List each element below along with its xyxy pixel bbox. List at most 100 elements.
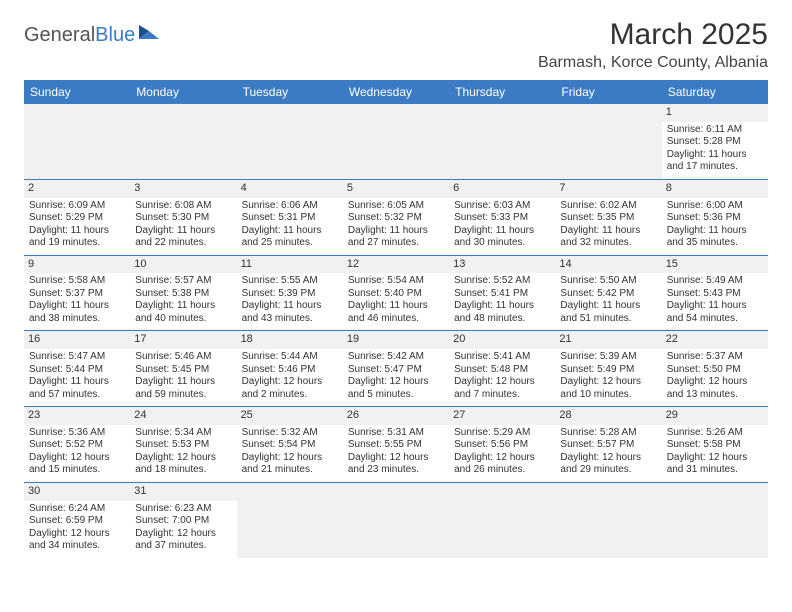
sunset-text: Sunset: 5:33 PM [454,212,550,225]
daylight-text: Daylight: 11 hours and 19 minutes. [29,225,125,250]
weekday-header: Monday [130,80,236,104]
day-cell: 18Sunrise: 5:44 AMSunset: 5:46 PMDayligh… [237,331,343,407]
day-cell: 28Sunrise: 5:28 AMSunset: 5:57 PMDayligh… [555,407,661,483]
daylight-text: Daylight: 12 hours and 34 minutes. [29,528,125,553]
day-number: 15 [662,256,768,274]
sunset-text: Sunset: 5:28 PM [667,136,763,149]
week-row: 1Sunrise: 6:11 AMSunset: 5:28 PMDaylight… [24,104,768,179]
sunrise-text: Sunrise: 5:52 AM [454,275,550,288]
sunset-text: Sunset: 5:35 PM [560,212,656,225]
day-cell: 14Sunrise: 5:50 AMSunset: 5:42 PMDayligh… [555,255,661,331]
day-cell [343,482,449,557]
page: GeneralBlue March 2025 Barmash, Korce Co… [0,0,792,576]
sunrise-text: Sunrise: 5:36 AM [29,427,125,440]
sunset-text: Sunset: 5:36 PM [667,212,763,225]
sunrise-text: Sunrise: 5:49 AM [667,275,763,288]
week-row: 2Sunrise: 6:09 AMSunset: 5:29 PMDaylight… [24,179,768,255]
day-cell [555,482,661,557]
sunset-text: Sunset: 5:44 PM [29,364,125,377]
day-number: 4 [237,180,343,198]
daylight-text: Daylight: 12 hours and 37 minutes. [135,528,231,553]
day-cell [555,104,661,179]
day-cell: 26Sunrise: 5:31 AMSunset: 5:55 PMDayligh… [343,407,449,483]
sunrise-text: Sunrise: 5:50 AM [560,275,656,288]
weekday-header: Friday [555,80,661,104]
weekday-header-row: Sunday Monday Tuesday Wednesday Thursday… [24,80,768,104]
sunset-text: Sunset: 5:47 PM [348,364,444,377]
weekday-header: Tuesday [237,80,343,104]
day-cell: 19Sunrise: 5:42 AMSunset: 5:47 PMDayligh… [343,331,449,407]
daylight-text: Daylight: 11 hours and 35 minutes. [667,225,763,250]
sunrise-text: Sunrise: 6:11 AM [667,124,763,137]
sunset-text: Sunset: 5:45 PM [135,364,231,377]
location: Barmash, Korce County, Albania [538,54,768,72]
day-cell: 25Sunrise: 5:32 AMSunset: 5:54 PMDayligh… [237,407,343,483]
day-number: 5 [343,180,449,198]
day-cell: 5Sunrise: 6:05 AMSunset: 5:32 PMDaylight… [343,179,449,255]
daylight-text: Daylight: 12 hours and 29 minutes. [560,452,656,477]
day-cell: 23Sunrise: 5:36 AMSunset: 5:52 PMDayligh… [24,407,130,483]
day-cell [449,104,555,179]
weekday-header: Wednesday [343,80,449,104]
sunset-text: Sunset: 5:46 PM [242,364,338,377]
sunset-text: Sunset: 5:39 PM [242,288,338,301]
logo-text-general: General [24,24,95,47]
sunrise-text: Sunrise: 5:39 AM [560,351,656,364]
day-cell: 20Sunrise: 5:41 AMSunset: 5:48 PMDayligh… [449,331,555,407]
sunrise-text: Sunrise: 6:08 AM [135,200,231,213]
sunrise-text: Sunrise: 6:05 AM [348,200,444,213]
title-block: March 2025 Barmash, Korce County, Albani… [538,18,768,72]
daylight-text: Daylight: 11 hours and 38 minutes. [29,300,125,325]
sunset-text: Sunset: 5:31 PM [242,212,338,225]
weekday-header: Thursday [449,80,555,104]
day-cell [237,482,343,557]
day-cell: 29Sunrise: 5:26 AMSunset: 5:58 PMDayligh… [662,407,768,483]
day-number: 30 [24,483,130,501]
calendar-body: 1 Sunrise: 6:11 AMSunset: 5:28 PM Daylight… [24,104,768,558]
sunset-text: Sunset: 5:54 PM [242,439,338,452]
logo-flag-icon [138,24,160,47]
day-cell: 1Sunrise: 6:11 AMSunset: 5:28 PMDaylight… [662,104,768,179]
sunrise-text: Sunrise: 6:00 AM [667,200,763,213]
sunrise-text: Sunrise: 5:41 AM [454,351,550,364]
day-number: 16 [24,331,130,349]
logo: GeneralBlue [24,24,160,47]
day-cell: 2Sunrise: 6:09 AMSunset: 5:29 PMDaylight… [24,179,130,255]
sunrise-text: Sunrise: 6:03 AM [454,200,550,213]
day-cell [662,482,768,557]
sunset-text: Sunset: 5:58 PM [667,439,763,452]
day-cell: 22Sunrise: 5:37 AMSunset: 5:50 PMDayligh… [662,331,768,407]
week-row: 16Sunrise: 5:47 AMSunset: 5:44 PMDayligh… [24,331,768,407]
day-cell: 8Sunrise: 6:00 AMSunset: 5:36 PMDaylight… [662,179,768,255]
sunrise-text: Sunrise: 6:06 AM [242,200,338,213]
sunset-text: Sunset: 5:43 PM [667,288,763,301]
day-cell: 11Sunrise: 5:55 AMSunset: 5:39 PMDayligh… [237,255,343,331]
day-cell [449,482,555,557]
sunrise-text: Sunrise: 5:37 AM [667,351,763,364]
sunset-text: Sunset: 5:53 PM [135,439,231,452]
sunrise-text: Sunrise: 6:02 AM [560,200,656,213]
day-cell: 3Sunrise: 6:08 AMSunset: 5:30 PMDaylight… [130,179,236,255]
daylight-text: Daylight: 12 hours and 7 minutes. [454,376,550,401]
sunset-text: Sunset: 5:56 PM [454,439,550,452]
sunrise-text: Sunrise: 5:46 AM [135,351,231,364]
day-number: 10 [130,256,236,274]
day-number: 26 [343,407,449,425]
day-number: 21 [555,331,661,349]
daylight-text: Daylight: 11 hours and 43 minutes. [242,300,338,325]
day-number: 28 [555,407,661,425]
sunset-text: Sunset: 5:29 PM [29,212,125,225]
sunrise-text: Sunrise: 5:58 AM [29,275,125,288]
daylight-text: Daylight: 11 hours and 46 minutes. [348,300,444,325]
daylight-text: Daylight: 12 hours and 5 minutes. [348,376,444,401]
day-number: 1 [662,104,768,122]
daylight-text: Daylight: 12 hours and 18 minutes. [135,452,231,477]
sunset-text: Sunset: 5:40 PM [348,288,444,301]
sunset-text: Sunset: 5:37 PM [29,288,125,301]
day-number: 23 [24,407,130,425]
day-cell [237,104,343,179]
day-cell: 30Sunrise: 6:24 AMSunset: 6:59 PMDayligh… [24,482,130,557]
weekday-header: Saturday [662,80,768,104]
daylight-text: Daylight: 11 hours and 22 minutes. [135,225,231,250]
day-cell: 10Sunrise: 5:57 AMSunset: 5:38 PMDayligh… [130,255,236,331]
